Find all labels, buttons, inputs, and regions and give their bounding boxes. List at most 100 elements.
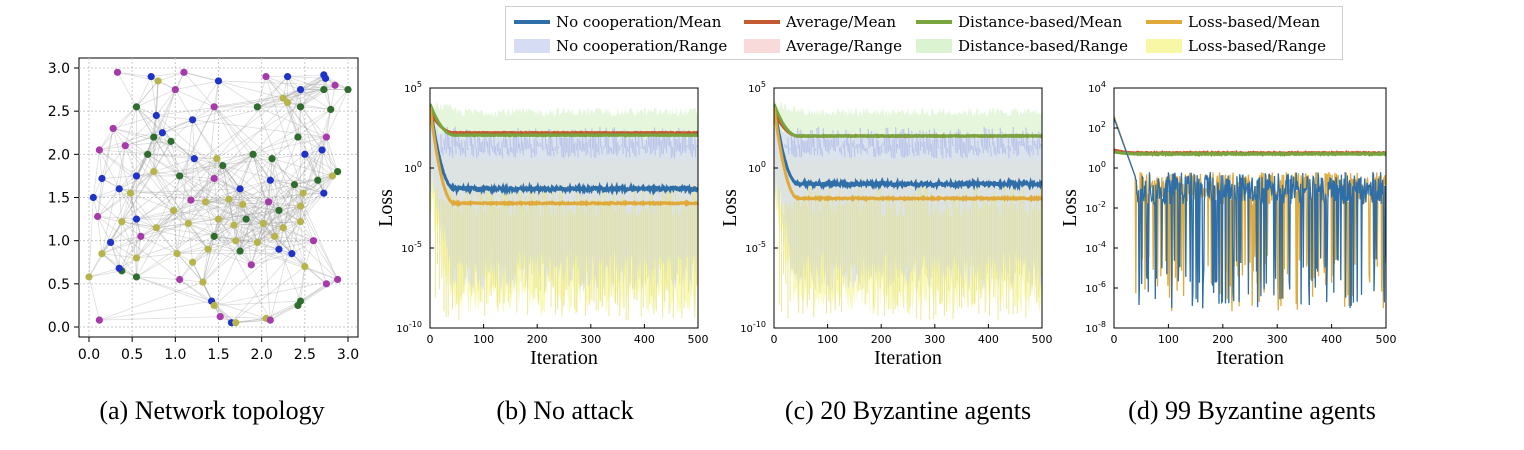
edge [321, 150, 325, 194]
node-olive [296, 202, 305, 210]
edge [101, 235, 141, 254]
edge [156, 97, 284, 116]
edge [317, 136, 327, 181]
node-blue [320, 189, 328, 197]
edge [270, 179, 295, 185]
edge [213, 106, 271, 181]
node-olive [296, 218, 305, 226]
edge [220, 316, 266, 319]
edge [228, 198, 264, 224]
caption-a: (a) Network topology [99, 396, 325, 425]
edge [242, 204, 264, 224]
edge [112, 106, 137, 129]
edge [270, 179, 301, 207]
series-line [1114, 117, 1386, 309]
node-purple [109, 124, 117, 133]
edge [257, 106, 327, 138]
edge [188, 223, 305, 267]
edge [213, 236, 241, 252]
edge [300, 78, 326, 108]
no-attack-plot: 0 100 200 300 400 500 10-10 10-5 100 105 Iteration… [375, 80, 709, 369]
node-olive [154, 77, 162, 85]
edge [192, 89, 301, 121]
edge [283, 74, 325, 99]
edge [153, 136, 180, 177]
y-tick-label: 105 [748, 80, 766, 95]
edge [175, 80, 219, 90]
edge [130, 193, 137, 277]
edge [294, 179, 318, 185]
x-tick-label: 200 [1212, 333, 1233, 346]
node-blue [147, 73, 155, 81]
node-olive [283, 98, 292, 107]
edge [110, 235, 141, 243]
node-blue [266, 176, 274, 184]
edge [205, 188, 241, 203]
node-green [242, 215, 250, 223]
edge [88, 276, 100, 321]
edge [326, 89, 349, 138]
edge [113, 128, 217, 160]
edge [300, 266, 306, 302]
edge [124, 145, 209, 250]
edge [136, 253, 178, 259]
edge [130, 188, 241, 194]
edge [325, 78, 332, 110]
edge [110, 218, 137, 243]
node-olive [299, 189, 307, 197]
node-green [290, 180, 299, 189]
plot-area [1114, 115, 1386, 312]
edge [228, 199, 237, 241]
legend-swatch [916, 20, 952, 24]
node-olive [279, 224, 287, 232]
edge [190, 102, 288, 201]
legend-item-no-cooperation-mean: No cooperation/Mean [514, 11, 721, 33]
edge [304, 266, 338, 280]
edge [216, 158, 293, 254]
edge [294, 149, 323, 185]
y-axis-label: Loss [1059, 189, 1081, 227]
edge [176, 223, 189, 254]
edge [300, 74, 325, 90]
node-blue [190, 155, 198, 163]
edge [192, 106, 215, 121]
node-blue [115, 264, 123, 272]
node-purple [247, 261, 255, 269]
node-olive [230, 221, 238, 229]
edge [140, 210, 174, 237]
edge [300, 149, 323, 207]
edge [242, 204, 279, 211]
edge [176, 227, 284, 255]
node-purple [216, 313, 224, 321]
edge [187, 158, 218, 224]
node-green [249, 150, 257, 158]
node-blue [296, 85, 305, 94]
x-tick-label: 500 [688, 333, 709, 346]
edge [222, 153, 254, 166]
edge [239, 204, 244, 252]
node-purple [137, 232, 145, 240]
edge [257, 102, 288, 108]
edge [190, 199, 219, 220]
edge [190, 165, 224, 201]
node-green [314, 176, 322, 184]
edge [205, 201, 215, 237]
edge [130, 193, 137, 220]
edge [153, 80, 159, 138]
edge [213, 109, 331, 179]
edge [257, 136, 327, 243]
node-green [268, 155, 276, 163]
edge [121, 221, 241, 252]
edge [97, 171, 154, 217]
y-tick-label: 2.0 [48, 147, 70, 163]
series-line [774, 107, 1042, 203]
edge [213, 106, 273, 159]
node-olive [253, 238, 261, 246]
edge [294, 184, 324, 194]
edge [271, 158, 306, 267]
edge [183, 71, 284, 99]
edge [153, 171, 174, 211]
edge [239, 188, 264, 224]
edge [265, 76, 304, 194]
node-purple [210, 174, 218, 183]
